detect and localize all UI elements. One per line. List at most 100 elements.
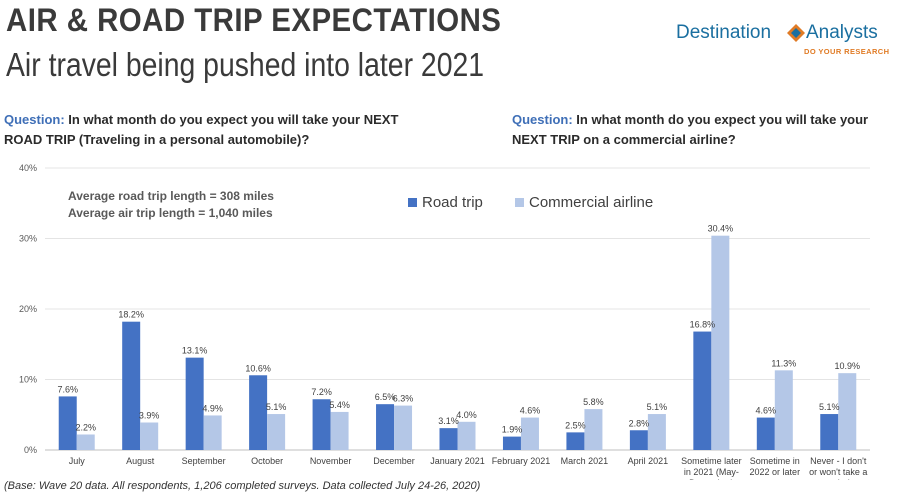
- data-label: 6.5%: [375, 392, 396, 402]
- question-text: In what month do you expect you will tak…: [4, 112, 399, 147]
- data-label: 10.6%: [245, 363, 271, 373]
- x-tick-label: Never - I don't: [810, 456, 867, 466]
- y-tick-label: 30%: [19, 234, 37, 244]
- data-label: 18.2%: [118, 310, 144, 320]
- bar-commercial-airline: [584, 409, 603, 450]
- bar-road-trip: [502, 436, 521, 450]
- logo-word-analysts: Analysts: [806, 22, 878, 43]
- data-label: 3.1%: [438, 416, 459, 426]
- bar-commercial-airline: [774, 370, 793, 450]
- bar-commercial-airline: [330, 411, 349, 450]
- legend-label: Road trip: [422, 194, 483, 211]
- question-label: Question:: [512, 112, 573, 127]
- legend-swatch-road-trip: [408, 198, 417, 207]
- question-road-trip: Question: In what month do you expect yo…: [4, 110, 404, 150]
- data-label: 4.6%: [520, 406, 541, 416]
- bar-road-trip: [629, 430, 648, 450]
- footnote: (Base: Wave 20 data. All respondents, 1,…: [4, 480, 481, 492]
- x-tick-label: August: [126, 456, 155, 466]
- bar-commercial-airline: [647, 414, 666, 450]
- bar-road-trip: [439, 428, 458, 450]
- y-tick-label: 20%: [19, 304, 37, 314]
- bar-road-trip: [249, 375, 268, 450]
- bar-commercial-airline: [520, 417, 539, 450]
- x-tick-label: December): [689, 478, 734, 480]
- chart-legend: Road trip Commercial airline: [408, 194, 653, 211]
- bar-commercial-airline: [267, 414, 286, 450]
- bar-commercial-airline: [140, 422, 159, 450]
- bar-road-trip: [820, 414, 839, 450]
- logo-diamond-icon: [787, 24, 805, 42]
- data-label: 5.1%: [647, 402, 668, 412]
- x-tick-label: September: [182, 456, 226, 466]
- data-label: 3.9%: [139, 411, 160, 421]
- data-label: 11.3%: [771, 358, 796, 368]
- x-tick-label: Sometime later: [681, 456, 742, 466]
- data-label: 7.6%: [57, 384, 78, 394]
- bar-commercial-airline: [711, 235, 730, 450]
- data-label: 2.5%: [565, 420, 586, 430]
- y-tick-label: 40%: [19, 163, 37, 173]
- bar-road-trip: [693, 331, 712, 450]
- x-tick-label: December: [373, 456, 415, 466]
- legend-label: Commercial airline: [529, 194, 653, 211]
- page-title: AIR & ROAD TRIP EXPECTATIONS: [6, 2, 502, 38]
- logo-word-destination: Destination: [676, 22, 772, 43]
- logo-tagline: DO YOUR RESEARCH: [804, 47, 890, 56]
- x-tick-label: Sometime in: [750, 456, 800, 466]
- data-label: 10.9%: [835, 361, 861, 371]
- company-logo: Destination Analysts DO YOUR RESEARCH: [676, 18, 896, 58]
- data-label: 4.6%: [756, 406, 777, 416]
- x-tick-label: in 2021 (May-: [684, 467, 739, 477]
- data-label: 2.2%: [75, 422, 96, 432]
- data-label: 13.1%: [182, 346, 208, 356]
- x-tick-label: January 2021: [430, 456, 485, 466]
- bar-road-trip: [566, 432, 585, 450]
- data-label: 30.4%: [708, 224, 734, 234]
- x-tick-label: or won't take a: [809, 467, 867, 477]
- y-tick-label: 10%: [19, 375, 37, 385]
- y-tick-label: 0%: [24, 445, 37, 455]
- bar-road-trip: [58, 396, 77, 450]
- question-label: Question:: [4, 112, 65, 127]
- data-label: 2.8%: [629, 418, 650, 428]
- legend-swatch-commercial-airline: [515, 198, 524, 207]
- x-tick-label: July: [69, 456, 86, 466]
- note-air-trip-length: Average air trip length = 1,040 miles: [68, 206, 273, 220]
- chart-labels: 0% 10% 20% 30% 40% 7.6% 2.2% July 18.2% 3.9% Augus…: [19, 163, 867, 480]
- data-label: 4.9%: [202, 403, 223, 413]
- bar-road-trip: [376, 404, 395, 450]
- data-label: 1.9%: [502, 425, 523, 435]
- chart-gridlines: [45, 167, 870, 451]
- data-label: 5.1%: [819, 402, 840, 412]
- x-tick-label: February 2021: [492, 456, 551, 466]
- question-text: In what month do you expect you will tak…: [512, 112, 869, 147]
- data-label: 6.3%: [393, 394, 414, 404]
- x-tick-label: March 2021: [561, 456, 609, 466]
- data-label: 4.0%: [456, 410, 477, 420]
- x-tick-label: road trip: [822, 478, 855, 480]
- x-tick-label: October: [251, 456, 283, 466]
- bar-commercial-airline: [838, 373, 857, 450]
- note-road-trip-length: Average road trip length = 308 miles: [68, 189, 274, 203]
- bar-road-trip: [122, 321, 141, 450]
- bar-commercial-airline: [394, 405, 413, 450]
- bar-commercial-airline: [457, 421, 476, 450]
- data-label: 5.4%: [329, 400, 350, 410]
- x-tick-label: April 2021: [628, 456, 669, 466]
- bar-road-trip: [756, 417, 775, 450]
- chart-bars: [58, 235, 857, 450]
- data-label: 7.2%: [311, 387, 332, 397]
- bar-road-trip: [185, 357, 204, 450]
- data-label: 5.8%: [583, 397, 604, 407]
- question-airline: Question: In what month do you expect yo…: [512, 110, 892, 150]
- data-label: 5.1%: [266, 402, 287, 412]
- x-tick-label: November: [310, 456, 352, 466]
- bar-commercial-airline: [76, 434, 95, 450]
- page-subtitle: Air travel being pushed into later 2021: [6, 46, 485, 83]
- bar-road-trip: [312, 399, 331, 450]
- x-tick-label: 2022 or later: [750, 467, 801, 477]
- bar-commercial-airline: [203, 415, 222, 450]
- bar-chart: 0% 10% 20% 30% 40% 7.6% 2.2% July 18.2% 3.9% Augus…: [19, 163, 870, 480]
- data-label: 16.8%: [690, 320, 716, 330]
